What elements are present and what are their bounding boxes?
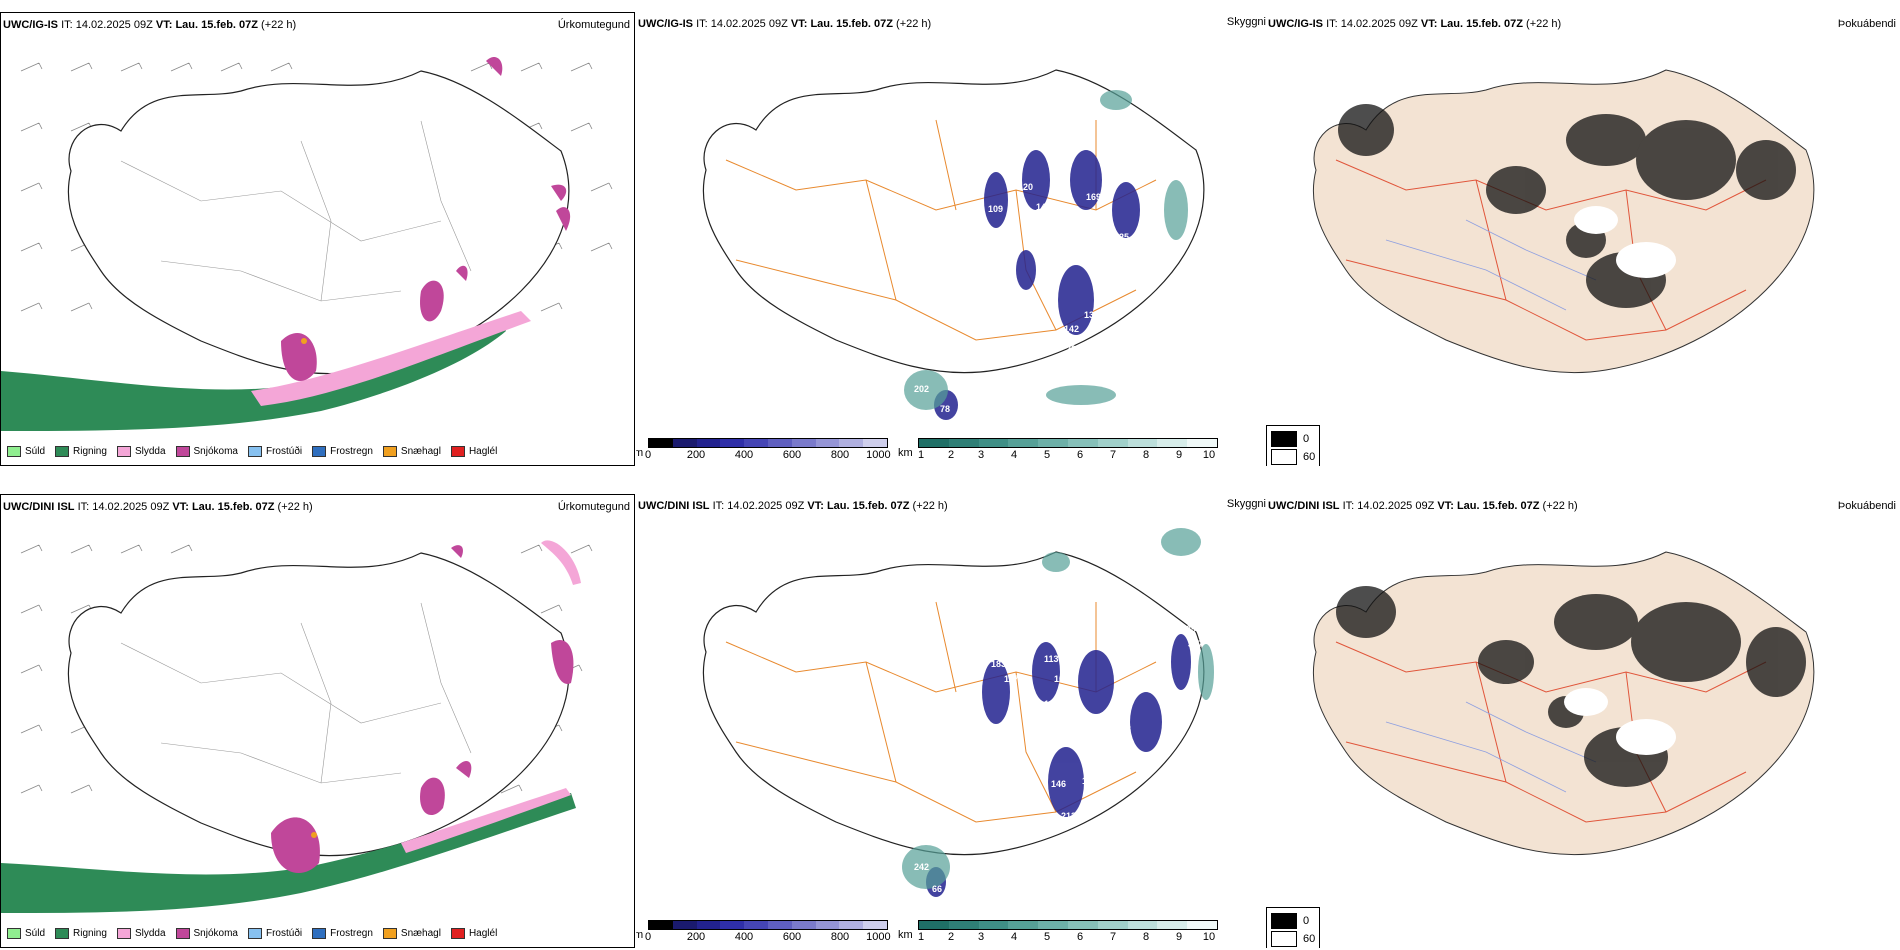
cloud-base-number: 202	[914, 384, 929, 394]
fog-indicator-label: Þokuábendi	[1837, 18, 1896, 30]
panel-title: UWC/DINI ISL IT: 14.02.2025 09Z VT: Lau.…	[638, 500, 948, 512]
cloud-base-number: 141	[1036, 202, 1051, 212]
precip-legend: Súld Rigning Slydda Snjókoma Frostúði Fr…	[7, 446, 497, 457]
cloud-base-number: 131	[1084, 310, 1099, 320]
cloud-base-number: 69	[1008, 722, 1018, 732]
precip-map	[1, 56, 613, 431]
cloud-base-number: 142	[1064, 324, 1079, 334]
panel-title: UWC/IG-IS IT: 14.02.2025 09Z VT: Lau. 15…	[638, 18, 932, 30]
legend-item: Slydda	[116, 928, 166, 939]
visibility-label: Skyggni	[1226, 498, 1266, 510]
legend-item: Haglél	[450, 446, 497, 457]
cloud-base-number: 213	[1061, 811, 1076, 821]
cloud-base-number: 3	[1126, 724, 1131, 734]
precip-type-label: Úrkomutegund	[557, 19, 630, 31]
cloud-base-number: 120	[1018, 182, 1033, 192]
fog-indicator-label: Þokuábendi	[1837, 500, 1896, 512]
legend-item: Súld	[7, 928, 45, 939]
cloud-base-number: 42	[966, 257, 976, 267]
precip-panel-row2: UWC/DINI ISL IT: 14.02.2025 09Z VT: Lau.…	[0, 494, 635, 948]
cloud-base-number: 118	[1082, 776, 1097, 786]
cloud-base-number: 117	[1004, 674, 1019, 684]
rain-area	[1, 321, 506, 431]
cloud-base-number: 242	[914, 862, 929, 872]
cloud-base-number: 202	[1066, 344, 1081, 354]
cloud-base-number: 106	[1054, 674, 1069, 684]
legend-item: Frostúði	[247, 928, 302, 939]
legend-item: Haglél	[450, 928, 497, 939]
legend-item: Snjókoma	[175, 928, 238, 939]
legend-item: Frostregn	[312, 928, 373, 939]
cloud-base-number: 146	[1051, 779, 1066, 789]
precip-panel-row1: UWC/IG-IS IT: 14.02.2025 09Z VT: Lau. 15…	[0, 12, 635, 466]
visibility-panel-row2: UWC/DINI ISL IT: 14.02.2025 09Z VT: Lau.…	[636, 494, 1266, 948]
legend-item: Snæhagl	[382, 928, 441, 939]
visibility-panel-row1: UWC/IG-IS IT: 14.02.2025 09Z VT: Lau. 15…	[636, 12, 1266, 466]
legend-item: Rigning	[55, 446, 107, 457]
fog-legend: 0 60	[1266, 425, 1321, 466]
panel-title: UWC/IG-IS IT: 14.02.2025 09Z VT: Lau. 15…	[3, 19, 297, 31]
fog-map	[1312, 69, 1815, 374]
legend-item: Snjókoma	[175, 446, 238, 457]
cloud-base-number: 113	[1044, 654, 1059, 664]
low-cloud-areas	[934, 150, 1140, 420]
cloud-base-number: 17	[1011, 287, 1021, 297]
legend-item: Frostregn	[312, 446, 373, 457]
panel-title: UWC/DINI ISL IT: 14.02.2025 09Z VT: Lau.…	[1268, 500, 1578, 512]
height-colorbar: m 0 200 400 600 800 1000	[636, 920, 891, 944]
fog-areas	[1338, 104, 1796, 308]
cloud-base-number: 78	[940, 404, 950, 414]
cloud-base-number: 72	[1118, 749, 1128, 759]
visibility-label: Skyggni	[1226, 16, 1266, 28]
fog-map	[1312, 551, 1815, 856]
cloud-base-number: 114	[1044, 699, 1059, 709]
cloud-base-number: 169	[1086, 192, 1101, 202]
cloud-base-number: 10	[1026, 232, 1036, 242]
fog-panel-row1: UWC/IG-IS IT: 14.02.2025 09Z VT: Lau. 15…	[1266, 12, 1900, 466]
visibility-areas	[904, 90, 1188, 410]
cloud-base-number: 239	[1106, 624, 1121, 634]
legend-item: Súld	[7, 446, 45, 457]
panel-title: UWC/IG-IS IT: 14.02.2025 09Z VT: Lau. 15…	[1268, 18, 1562, 30]
visibility-colorbar: km 1 2 3 4 5 6 7 8 9 10	[898, 438, 1218, 462]
visibility-map: 239 339 347 183 117 113 106 114 69 3 72 …	[702, 528, 1214, 897]
cloud-base-number: 183	[991, 659, 1006, 669]
fog-legend: 0 60	[1266, 907, 1321, 948]
cloud-base-number: 125	[1144, 232, 1159, 242]
cloud-base-number: 125	[1114, 232, 1129, 242]
legend-item: Frostúði	[247, 446, 302, 457]
legend-item: Slydda	[116, 446, 166, 457]
precip-legend: Súld Rigning Slydda Snjókoma Frostúði Fr…	[7, 928, 497, 939]
precip-type-label: Úrkomutegund	[557, 501, 630, 513]
cloud-base-number: 347	[1188, 639, 1203, 649]
legend-item: Snæhagl	[382, 446, 441, 457]
precip-map	[1, 540, 593, 913]
legend-item: Rigning	[55, 928, 107, 939]
cloud-base-number: 339	[1181, 624, 1196, 634]
visibility-map: 120 141 169 125 109 10 125 42 17 142 131…	[702, 69, 1205, 420]
panel-title: UWC/DINI ISL IT: 14.02.2025 09Z VT: Lau.…	[3, 501, 313, 513]
height-colorbar: m 0 200 400 600 800 1000	[636, 438, 891, 462]
cloud-base-number: 109	[988, 204, 1003, 214]
visibility-colorbar: km 1 2 3 4 5 6 7 8 9 10	[898, 920, 1218, 944]
fog-panel-row2: UWC/DINI ISL IT: 14.02.2025 09Z VT: Lau.…	[1266, 494, 1900, 948]
sleet-area	[251, 311, 531, 406]
cloud-base-number: 66	[932, 884, 942, 894]
cloud-base-number: 126	[1098, 764, 1113, 774]
